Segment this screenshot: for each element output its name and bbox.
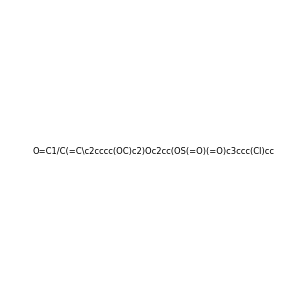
Text: O=C1/C(=C\c2cccc(OC)c2)Oc2cc(OS(=O)(=O)c3ccc(Cl)cc: O=C1/C(=C\c2cccc(OC)c2)Oc2cc(OS(=O)(=O)c…	[33, 147, 275, 156]
